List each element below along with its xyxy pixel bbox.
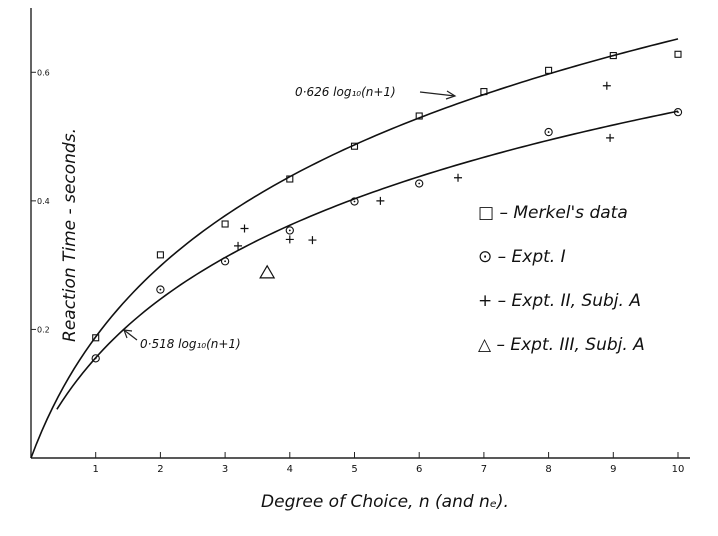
- curve-label-lower: 0·518 log₁₀(n+1): [140, 337, 241, 351]
- x-tick-label: 4: [287, 464, 293, 475]
- series-square: [92, 50, 682, 342]
- curve-label-upper-pointer: [419, 91, 456, 97]
- point-square: [92, 334, 100, 342]
- marker-circle-dot: [353, 200, 356, 203]
- y-tick-label: 0.6: [37, 68, 50, 77]
- marker-circle-dot: [94, 357, 97, 360]
- marker-circle-dot: [547, 131, 550, 133]
- curve-label-lower-pointer: [123, 329, 138, 341]
- x-tick-label: 6: [416, 464, 422, 475]
- legend-entry-expt-2: + – Expt. II, Subj. A: [478, 291, 641, 311]
- point-circle: [544, 127, 553, 137]
- legend-entry-merkel: □ – Merkel's data: [478, 203, 628, 223]
- x-tick-label: 10: [672, 464, 685, 475]
- marker-circle-ring: [350, 197, 359, 206]
- point-circle: [285, 226, 294, 235]
- x-axis-title: Degree of Choice, n (and nₑ).: [261, 492, 509, 512]
- point-plus: [376, 196, 385, 205]
- point-square: [156, 251, 164, 259]
- curve-label-lower-arrowhead: [123, 329, 133, 339]
- marker-circle-ring: [91, 354, 100, 363]
- point-plus: [234, 241, 243, 250]
- curve-annotations: 0·626 log₁₀(n+1) 0·518 log₁₀(n+1): [123, 85, 457, 351]
- legend-entry-expt-1: ⊙ – Expt. I: [478, 247, 566, 267]
- curve-label-upper-arrowhead: [445, 90, 457, 100]
- point-circle: [156, 285, 165, 294]
- point-circle: [673, 107, 683, 117]
- point-circle: [350, 197, 359, 206]
- series-triangle: [259, 264, 276, 279]
- point-triangle: [259, 264, 276, 279]
- ticks: 1 2 3 4 5 6 7 8 9 10 0.2 0.4 0.6: [31, 68, 684, 475]
- series-plus: [234, 81, 615, 250]
- marker-circle-dot: [677, 111, 679, 114]
- marker-circle-ring: [544, 127, 553, 137]
- point-plus: [454, 173, 463, 182]
- marker-circle-dot: [159, 288, 162, 291]
- point-square: [221, 220, 229, 228]
- fitted-curves: [30, 38, 679, 459]
- point-square: [674, 50, 682, 58]
- point-square: [415, 112, 423, 120]
- point-square: [609, 52, 617, 60]
- data-points: [91, 50, 683, 363]
- point-plus: [308, 236, 317, 245]
- x-tick-label: 7: [481, 464, 487, 475]
- series-circle: [91, 107, 683, 363]
- legend: □ – Merkel's data ⊙ – Expt. I + – Expt. …: [478, 203, 645, 355]
- point-circle: [220, 257, 230, 266]
- curve-upper: [30, 38, 679, 459]
- point-circle: [91, 354, 100, 363]
- marker-circle-dot: [418, 182, 421, 185]
- y-tick-label: 0.4: [37, 197, 50, 206]
- point-square: [286, 175, 294, 183]
- y-tick-label: 0.2: [37, 325, 50, 334]
- axes: [30, 8, 690, 459]
- curve-lower: [56, 110, 679, 410]
- point-plus: [285, 235, 294, 244]
- point-plus: [602, 81, 611, 90]
- curve-label-upper: 0·626 log₁₀(n+1): [295, 85, 396, 99]
- marker-circle-ring: [220, 257, 230, 266]
- point-square: [545, 66, 553, 74]
- x-tick-label: 8: [545, 464, 551, 475]
- marker-circle-ring: [673, 107, 683, 117]
- x-tick-label: 1: [93, 464, 99, 475]
- point-plus: [240, 224, 249, 233]
- x-tick-label: 5: [351, 464, 357, 475]
- marker-circle-ring: [156, 285, 165, 294]
- point-square: [350, 142, 359, 150]
- x-tick-label: 3: [222, 464, 228, 475]
- point-square: [480, 88, 488, 96]
- x-tick-label: 9: [610, 464, 616, 475]
- marker-circle-ring: [415, 179, 424, 188]
- point-plus: [606, 133, 615, 142]
- y-axis-title: Reaction Time - seconds.: [60, 128, 80, 342]
- point-circle: [415, 179, 424, 188]
- marker-circle-ring: [285, 226, 294, 235]
- marker-circle-dot: [288, 229, 291, 232]
- legend-entry-expt-3: △ – Expt. III, Subj. A: [478, 335, 645, 355]
- x-tick-label: 2: [157, 464, 163, 475]
- marker-circle-dot: [224, 260, 227, 263]
